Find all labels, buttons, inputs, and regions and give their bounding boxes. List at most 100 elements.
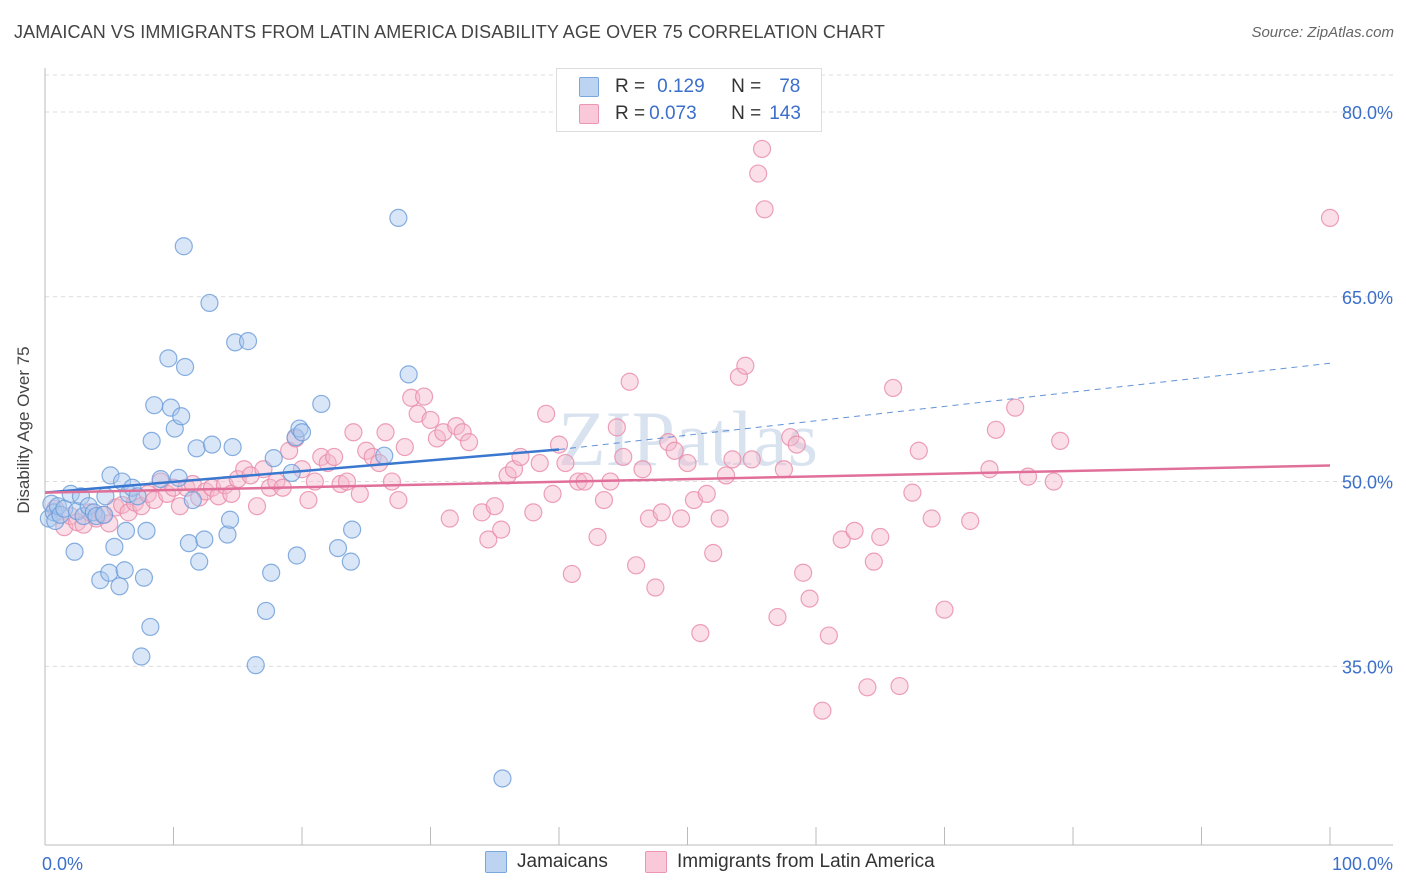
data-point <box>626 556 646 575</box>
data-point <box>421 410 440 430</box>
y-tick-label: 50.0% <box>1342 473 1393 493</box>
data-point <box>1044 472 1063 491</box>
data-point <box>493 769 512 788</box>
data-point <box>87 506 106 526</box>
data-point <box>704 543 723 563</box>
data-point <box>299 490 318 510</box>
data-point <box>845 521 864 540</box>
data-point <box>752 139 772 159</box>
data-point <box>1320 208 1340 228</box>
data-point <box>343 520 362 539</box>
y-tick-label: 65.0% <box>1342 288 1393 308</box>
data-point <box>402 388 421 407</box>
data-point <box>341 552 360 571</box>
series-immigrants-latin-america <box>46 139 1340 720</box>
data-point <box>665 441 684 460</box>
data-point <box>101 466 120 485</box>
legend-r-label: R = <box>615 103 646 124</box>
data-point <box>729 367 749 386</box>
data-point <box>95 505 114 524</box>
data-point <box>134 568 154 587</box>
data-point <box>864 552 883 571</box>
data-point <box>768 607 787 627</box>
legend-item-jamaicans: Jamaicans <box>485 851 608 873</box>
data-point <box>453 423 472 442</box>
trend-latin-america <box>44 464 1331 494</box>
data-point <box>169 468 188 487</box>
data-point <box>382 472 402 491</box>
x-tick-label: 0.0% <box>42 854 83 874</box>
data-point <box>202 435 222 454</box>
data-point <box>328 538 348 558</box>
data-point <box>883 378 903 398</box>
data-point <box>175 357 195 377</box>
axes <box>44 68 1393 846</box>
data-point <box>292 423 312 442</box>
data-point <box>909 441 928 460</box>
data-point <box>691 623 710 643</box>
data-point <box>671 509 691 528</box>
x-tick-label: 100.0% <box>1332 854 1393 874</box>
data-point <box>652 503 671 522</box>
data-point <box>325 447 344 467</box>
data-point <box>556 453 575 473</box>
data-point <box>588 527 607 547</box>
data-point <box>128 487 147 506</box>
legend-swatch-blue <box>485 851 507 873</box>
data-point <box>961 511 980 531</box>
data-point <box>1006 398 1025 417</box>
legend-r-value: 0.129 <box>657 76 705 97</box>
data-point <box>287 546 306 565</box>
data-point <box>142 431 161 451</box>
legend-swatch-pink <box>579 104 599 124</box>
tick-labels: 35.0% 50.0% 65.0% 80.0% 0.0% 100.0% <box>42 103 1393 874</box>
data-point <box>74 506 93 526</box>
data-point <box>145 396 164 415</box>
data-point <box>172 407 191 426</box>
legend-swatch-pink <box>645 851 667 873</box>
legend-n-value: 143 <box>769 103 801 124</box>
data-point <box>858 678 877 697</box>
data-point <box>485 497 504 516</box>
data-point <box>200 293 219 313</box>
legend-label-latin-america: Immigrants from Latin America <box>677 851 935 872</box>
data-point <box>376 423 395 442</box>
data-point <box>395 437 414 457</box>
data-point <box>697 484 716 503</box>
data-point <box>1051 431 1070 451</box>
data-point <box>100 563 119 582</box>
data-point <box>800 589 819 608</box>
data-point <box>980 460 999 479</box>
data-point <box>530 453 549 473</box>
data-point <box>749 164 768 183</box>
data-point <box>492 520 511 539</box>
data-point <box>832 530 851 549</box>
data-point <box>344 423 363 442</box>
watermark: ZIPatlas <box>558 395 818 482</box>
data-point <box>218 525 237 544</box>
legend-n-value: 78 <box>779 76 801 97</box>
data-point <box>174 237 193 256</box>
data-point <box>389 208 408 228</box>
data-point <box>922 509 941 528</box>
data-point <box>110 577 129 596</box>
legend-r-label: R = <box>615 76 646 97</box>
series-jamaicans <box>39 208 512 788</box>
chart-title: JAMAICAN VS IMMIGRANTS FROM LATIN AMERIC… <box>14 22 886 42</box>
data-point <box>375 446 394 465</box>
data-point <box>262 563 281 582</box>
legend-row-jamaicans: R = 0.129 N = 78 <box>579 76 800 98</box>
data-point <box>264 449 283 468</box>
data-point <box>678 453 697 473</box>
data-point <box>819 626 838 645</box>
gridlines <box>45 74 1393 667</box>
data-point <box>187 439 206 458</box>
data-point <box>116 521 136 540</box>
data-point <box>736 356 755 375</box>
data-point <box>159 349 178 368</box>
data-point <box>190 552 209 571</box>
data-point <box>65 542 84 561</box>
data-point <box>247 497 267 516</box>
y-tick-label: 80.0% <box>1342 103 1393 123</box>
